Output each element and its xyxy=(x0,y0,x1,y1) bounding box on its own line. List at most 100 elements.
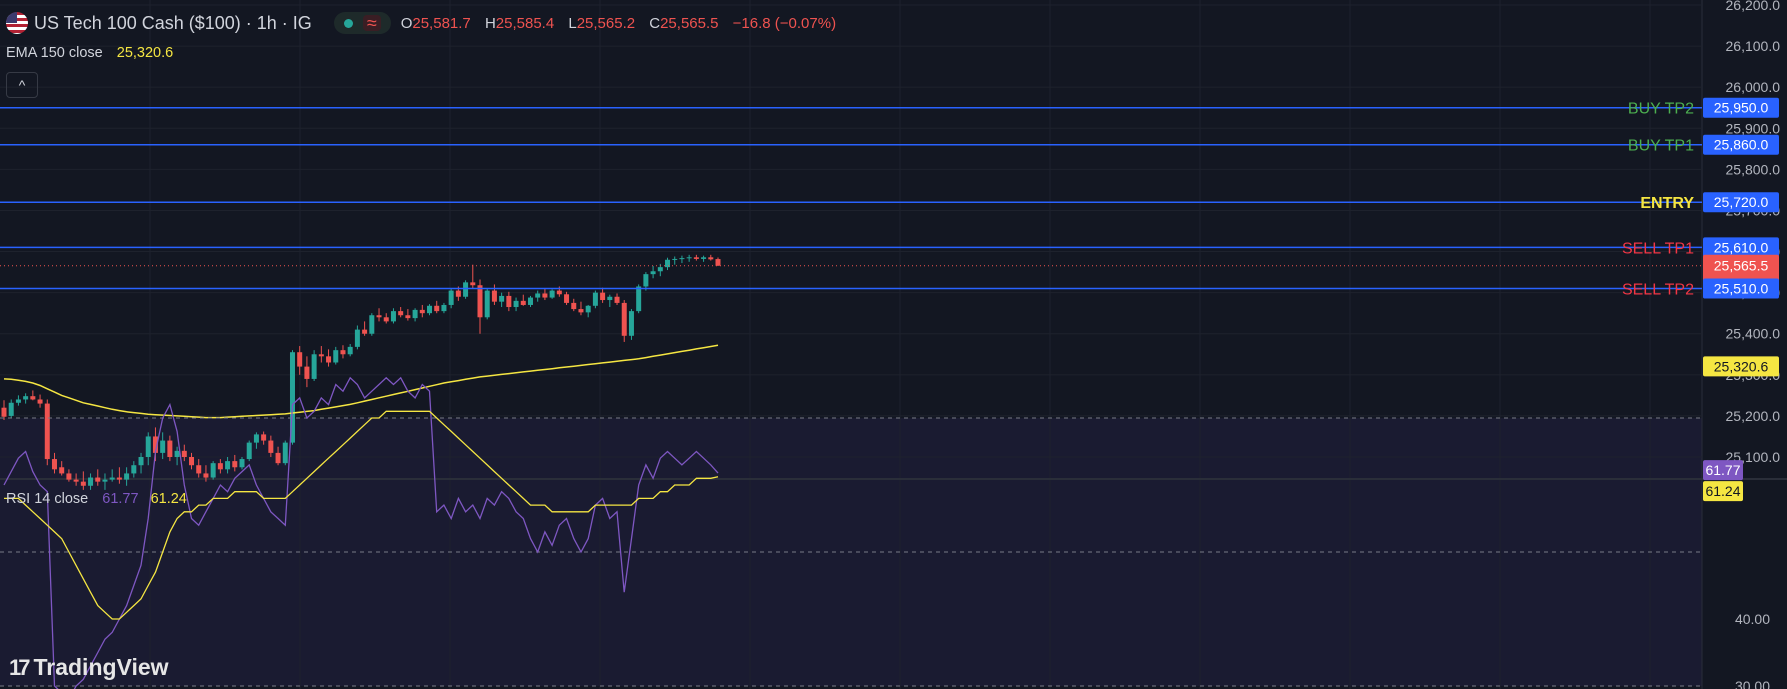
candle-body xyxy=(448,290,454,305)
level-label: BUY TP2 xyxy=(1628,101,1694,118)
market-open-dot-icon xyxy=(343,18,353,28)
candle-body xyxy=(708,257,714,260)
candle-body xyxy=(167,440,173,457)
candle-body xyxy=(398,311,404,316)
candles xyxy=(1,254,721,490)
level-price-tag-text: 25,860.0 xyxy=(1714,137,1769,153)
candle-body xyxy=(160,440,166,453)
level-label: ENTRY xyxy=(1640,195,1694,212)
candle-body xyxy=(196,465,202,474)
candle-body xyxy=(44,403,50,460)
candle-body xyxy=(102,479,108,482)
candle-body xyxy=(477,285,483,318)
tradingview-logo-icon: 17 xyxy=(9,654,31,680)
ema-legend[interactable]: EMA 150 close 25,320.6 xyxy=(6,45,173,61)
level-label: SELL TP1 xyxy=(1622,240,1694,257)
close-label: C xyxy=(649,14,661,32)
candle-body xyxy=(542,293,548,298)
candle-body xyxy=(80,481,86,486)
candle-body xyxy=(506,295,512,308)
rsi-signal-line xyxy=(4,410,719,620)
level-price-tag-text: 25,950.0 xyxy=(1714,100,1769,116)
rsi-legend[interactable]: RSI 14 close 61.77 61.24 xyxy=(6,491,187,507)
level-price-tag xyxy=(1703,237,1779,258)
candle-body xyxy=(333,350,339,363)
candle-body xyxy=(253,434,259,443)
change-value: −16.8 (−0.07%) xyxy=(732,14,837,32)
candle-body xyxy=(203,473,209,478)
candle-body xyxy=(693,257,699,259)
candle-body xyxy=(556,290,562,295)
ema-price-tag xyxy=(1703,356,1779,377)
candle-body xyxy=(109,477,115,480)
rsi-signal-tag xyxy=(1703,481,1743,502)
wave-icon: ≈ xyxy=(362,14,381,32)
candle-body xyxy=(116,477,122,480)
candle-body xyxy=(390,311,396,322)
candle-body xyxy=(607,296,613,301)
candle-body xyxy=(326,356,332,363)
candle-body xyxy=(499,295,505,302)
candle-body xyxy=(715,259,721,266)
candle-body xyxy=(513,300,519,308)
candle-body xyxy=(232,461,238,468)
candle-body xyxy=(66,473,72,480)
candle-body xyxy=(441,304,447,312)
candle-body xyxy=(275,452,281,464)
candle-body xyxy=(23,396,29,400)
candle-body xyxy=(701,257,707,259)
last-price-tag-text: 25,565.5 xyxy=(1714,258,1769,274)
high-label: H xyxy=(484,14,496,32)
candle-body xyxy=(59,467,65,474)
candle-body xyxy=(376,315,382,318)
level-price-tag-text: 25,720.0 xyxy=(1714,194,1769,210)
candle-body xyxy=(535,293,541,298)
symbol-title[interactable]: US Tech 100 Cash ($100) · 1h · IG xyxy=(34,12,312,33)
brand-name: TradingView xyxy=(33,654,169,680)
price-tick-label: 25,400.0 xyxy=(1726,326,1781,342)
candle-body xyxy=(8,402,14,416)
candle-body xyxy=(217,463,223,470)
candle-body xyxy=(246,442,252,460)
level-price-tag-text: 25,610.0 xyxy=(1714,239,1769,255)
close-value: 25,565.5 xyxy=(660,14,719,32)
price-tick-label: 25,200.0 xyxy=(1726,408,1781,424)
candle-body xyxy=(297,352,303,367)
candle-body xyxy=(1,407,7,417)
candle-body xyxy=(174,450,180,457)
level-price-tag xyxy=(1703,97,1779,118)
market-status-pill[interactable]: ≈ xyxy=(333,12,391,34)
candle-body xyxy=(383,317,389,322)
candle-body xyxy=(578,309,584,313)
candle-body xyxy=(405,315,411,319)
chevron-up-icon: ^ xyxy=(18,77,26,93)
collapse-legend-button[interactable]: ^ xyxy=(6,72,38,98)
candle-body xyxy=(549,290,555,298)
candle-body xyxy=(37,399,43,404)
tradingview-brand[interactable]: 17 TradingView xyxy=(9,654,169,681)
candle-body xyxy=(289,352,295,443)
price-tick-label: 26,100.0 xyxy=(1726,38,1781,54)
candle-body xyxy=(30,396,36,400)
candle-body xyxy=(369,315,375,334)
grid xyxy=(0,0,1702,689)
ema-line xyxy=(3,344,719,419)
candle-body xyxy=(354,329,360,347)
candle-body xyxy=(520,300,526,305)
level-price-tag xyxy=(1703,134,1779,155)
candle-body xyxy=(210,463,216,478)
candle-body xyxy=(665,259,671,268)
candle-body xyxy=(571,302,577,310)
rsi-signal-value: 61.24 xyxy=(150,491,187,507)
candle-body xyxy=(679,258,685,260)
level-price-tag xyxy=(1703,278,1779,299)
candle-body xyxy=(145,436,151,457)
ema-value: 25,320.6 xyxy=(116,45,174,61)
candle-body xyxy=(15,399,21,403)
rsi-line xyxy=(3,376,719,689)
candle-body xyxy=(434,305,440,312)
candle-body xyxy=(51,459,57,470)
candle-body xyxy=(614,296,620,303)
rsi-pane: 40.00 30.00 61.77 61.24 xyxy=(0,376,1770,689)
